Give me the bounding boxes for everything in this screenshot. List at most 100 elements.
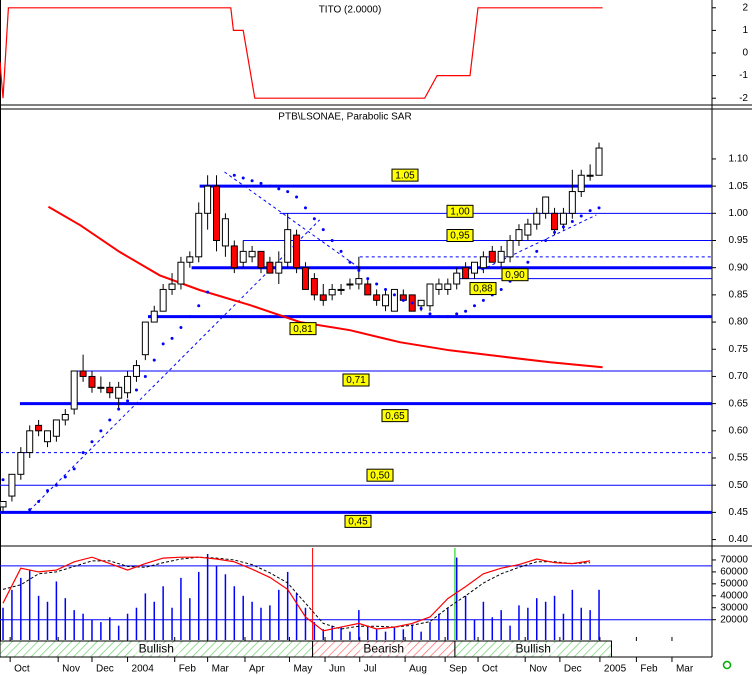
candle-body <box>213 185 221 241</box>
sar-dot <box>464 309 468 313</box>
sar-dot <box>384 287 388 291</box>
x-tick-label: Dec <box>96 664 114 675</box>
candle-body <box>177 261 185 285</box>
sar-dot <box>410 301 414 305</box>
y-tick-label: 1.05 <box>729 181 749 192</box>
indicator-line <box>0 7 603 99</box>
x-tick-label: 2004 <box>132 664 155 675</box>
y-tick-label: 0.80 <box>729 317 749 328</box>
sar-dot <box>286 190 290 194</box>
sar-dot <box>526 260 530 264</box>
sar-dot <box>179 326 183 329</box>
candle-body <box>515 229 523 241</box>
sar-dot <box>472 304 476 308</box>
x-tick-label: Sep <box>449 664 467 675</box>
sar-dot <box>143 374 147 378</box>
candle-body <box>35 424 43 432</box>
y-tick-label: 0.65 <box>729 398 749 409</box>
x-tick-label: Feb <box>179 664 197 675</box>
candle-body <box>479 256 487 269</box>
candle-body <box>221 218 229 247</box>
y-tick-label: 0 <box>742 48 748 59</box>
trend-line <box>29 219 321 511</box>
sar-dot <box>401 298 405 302</box>
candle-body <box>44 430 52 443</box>
candle-body <box>310 278 318 296</box>
candle-body <box>453 272 461 285</box>
level-label-box <box>366 468 394 482</box>
x-tick-label: Oct <box>14 664 30 675</box>
level-label: 0,50 <box>370 470 390 481</box>
sar-dot <box>259 181 263 185</box>
candle-body <box>390 288 398 312</box>
candle-body <box>248 250 256 258</box>
x-tick-label: Jun <box>329 664 345 675</box>
sar-dot <box>579 214 583 218</box>
trend-line <box>224 171 361 269</box>
level-label-box <box>469 282 497 296</box>
candle-body <box>586 174 594 177</box>
sar-dot <box>535 249 539 253</box>
sar-dot <box>206 290 210 294</box>
y-tick-label: 2 <box>742 2 748 13</box>
candle-body <box>426 283 434 307</box>
x-tick-label: Jul <box>364 664 377 675</box>
candle-body <box>551 212 559 231</box>
candle-body <box>230 245 238 269</box>
y-tick-label: 0.95 <box>729 235 749 246</box>
y-tick-label: 1 <box>742 25 748 36</box>
y-tick-label: -2 <box>739 93 748 104</box>
candle-body <box>444 283 452 290</box>
x-tick-label: May <box>293 664 312 675</box>
sar-dot <box>481 298 485 302</box>
level-label-box <box>289 322 317 336</box>
sar-dot <box>161 342 165 346</box>
sar-dot <box>170 336 174 340</box>
sar-dot <box>455 312 459 316</box>
candle-body <box>417 299 425 307</box>
level-label-box <box>381 409 409 423</box>
sar-dot <box>1 478 5 482</box>
sar-dot <box>81 451 85 455</box>
level-label: 1,00 <box>450 206 470 217</box>
level-label-box <box>501 268 529 282</box>
stochastic-d <box>2 556 591 630</box>
level-label: 0,71 <box>346 375 366 386</box>
y-tick-label: 20000 <box>720 614 748 625</box>
sar-dot <box>597 206 601 210</box>
candle-body <box>106 386 114 394</box>
candle-body <box>124 375 132 394</box>
candle-body <box>97 386 105 389</box>
x-tick-label: Aug <box>409 664 427 675</box>
level-label-box <box>391 168 419 182</box>
sar-dot <box>446 315 450 319</box>
y-tick-label: 30000 <box>720 602 748 613</box>
candle-body <box>346 283 354 286</box>
level-label: 1.05 <box>395 170 415 181</box>
candle-body <box>488 250 496 263</box>
candle-body <box>319 294 327 301</box>
sar-dot <box>63 475 67 479</box>
sar-dot <box>544 239 548 242</box>
level-label-box <box>446 204 474 218</box>
sar-dot <box>197 304 201 308</box>
x-tick-label: Mar <box>212 664 230 675</box>
trend-band-label-bg <box>509 643 558 655</box>
y-tick-label: 50000 <box>720 578 748 589</box>
y-tick-label: 1.00 <box>729 208 749 219</box>
x-tick-label: 2005 <box>604 664 627 675</box>
candle-body <box>568 191 576 214</box>
candle-body <box>542 196 550 214</box>
y-tick-label: 0.40 <box>729 534 749 545</box>
level-label-box <box>344 514 372 528</box>
candle-body <box>186 256 194 263</box>
sar-dot <box>90 440 94 444</box>
candle-body <box>0 501 7 508</box>
sar-dot <box>295 195 299 199</box>
sar-dot <box>348 260 352 264</box>
trend-band-label-bg <box>359 643 408 655</box>
y-tick-label: 60000 <box>720 567 748 578</box>
sar-dot <box>570 219 574 223</box>
sar-dot <box>188 315 192 319</box>
